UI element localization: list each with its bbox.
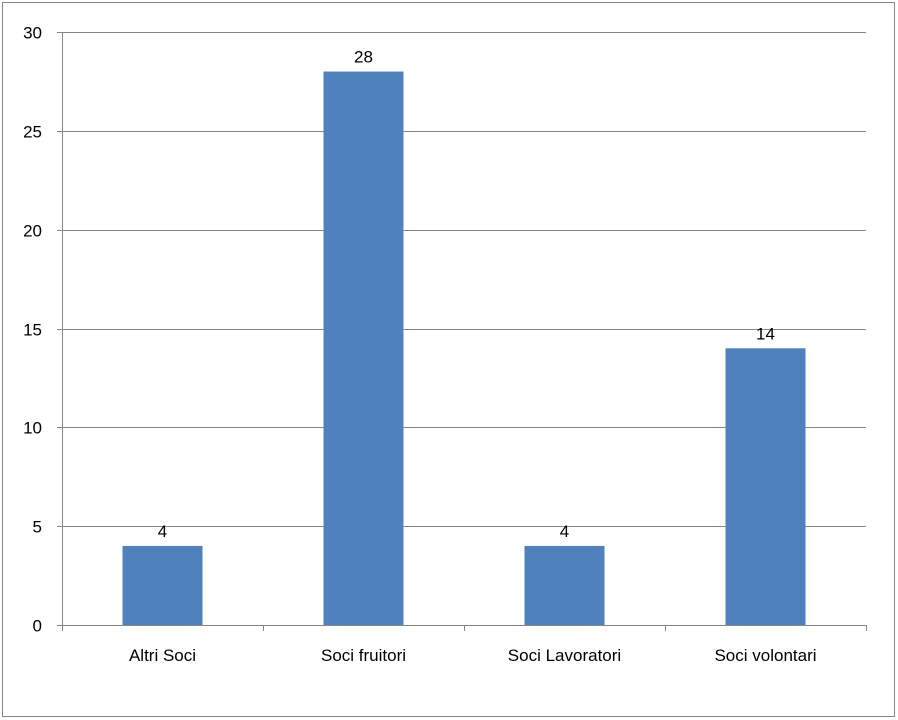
x-tick-label: Altri Soci <box>129 646 196 665</box>
data-labels: 4 28 4 14 <box>158 48 775 541</box>
y-tick-label: 20 <box>23 222 42 241</box>
data-label: 14 <box>756 324 775 343</box>
x-tick-labels: Altri Soci Soci fruitori Soci Lavoratori So… <box>129 646 817 665</box>
y-tick-label: 0 <box>33 617 42 636</box>
bar <box>122 545 203 625</box>
bars <box>122 71 806 626</box>
bar <box>323 71 404 626</box>
x-tick-label: Soci fruitori <box>321 646 406 665</box>
bar <box>725 348 806 625</box>
bar <box>524 545 605 625</box>
axes <box>57 32 867 631</box>
data-label: 28 <box>354 48 373 67</box>
y-tick-label: 25 <box>23 123 42 142</box>
bar-chart: 0 5 10 15 20 25 30 Altri Soci Soci fruitori Soci… <box>23 24 867 665</box>
x-tick-label: Soci Lavoratori <box>508 646 621 665</box>
y-tick-label: 15 <box>23 321 42 340</box>
y-tick-label: 30 <box>23 24 42 43</box>
data-label: 4 <box>560 522 569 541</box>
y-tick-label: 5 <box>33 518 42 537</box>
y-tick-label: 10 <box>23 419 42 438</box>
y-tick-labels: 0 5 10 15 20 25 30 <box>23 24 42 636</box>
x-tick-label: Soci volontari <box>714 646 816 665</box>
data-label: 4 <box>158 522 167 541</box>
